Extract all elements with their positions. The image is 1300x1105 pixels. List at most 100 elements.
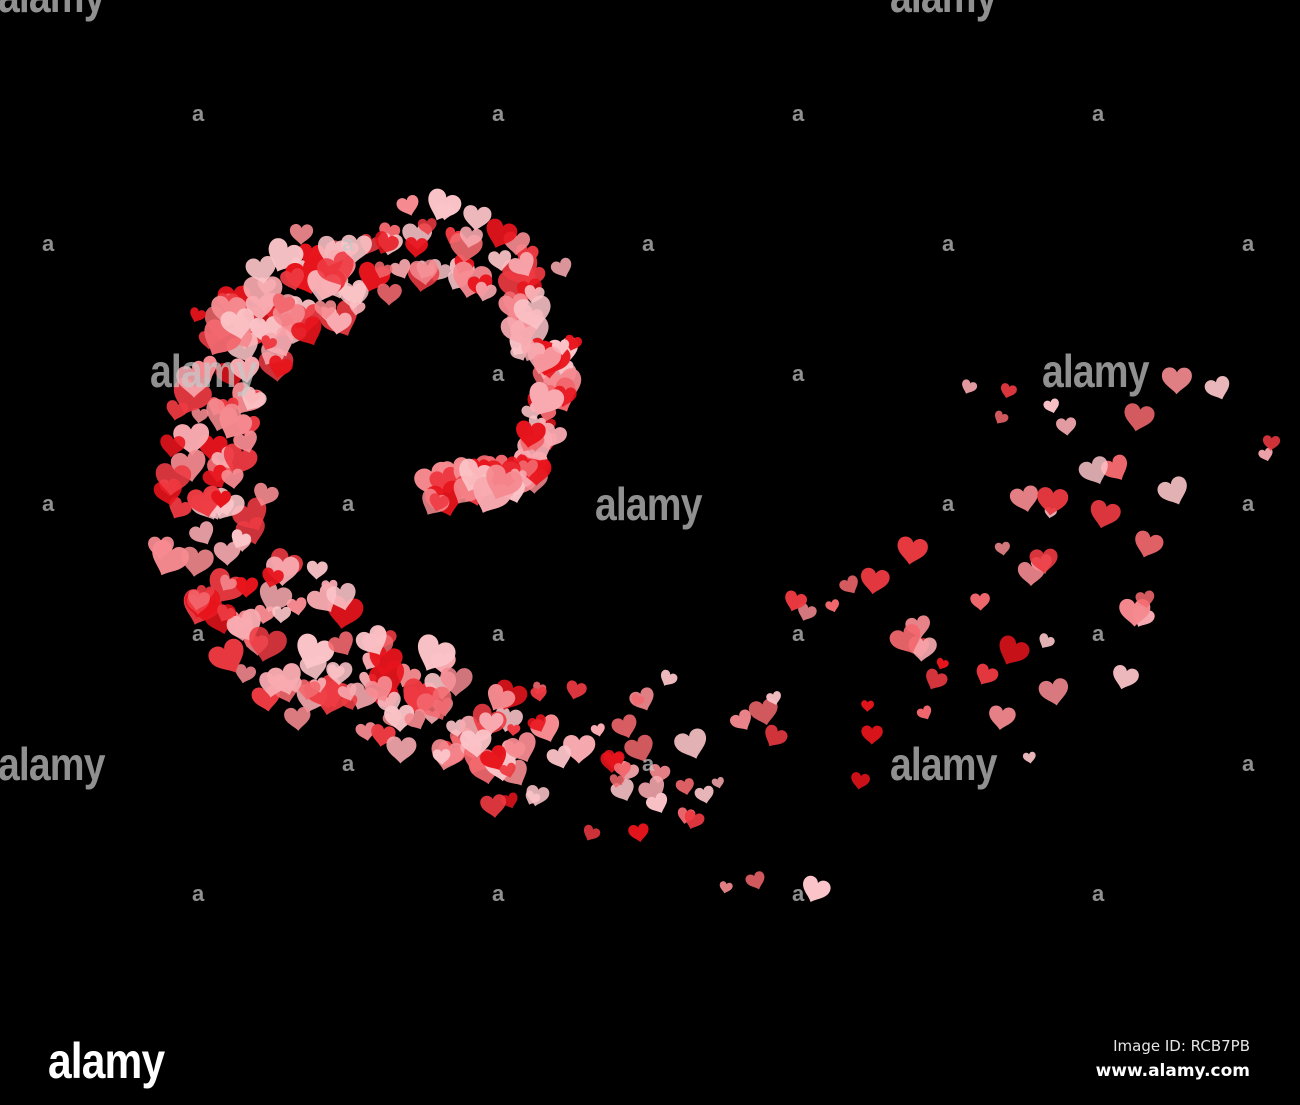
heart-shape <box>609 774 625 788</box>
heart-shape <box>936 657 949 670</box>
heart-shape <box>291 316 322 346</box>
heart-shape <box>962 379 978 394</box>
watermark-text: alamy <box>0 738 105 790</box>
heart-shape <box>389 259 411 279</box>
heart-shape <box>404 708 426 730</box>
heart-shape <box>1078 456 1108 485</box>
heart-shape <box>242 386 267 411</box>
heart-shape <box>328 631 353 656</box>
watermark-text: alamy <box>1042 345 1149 397</box>
heart-shape <box>1037 487 1069 516</box>
heart-shape <box>190 307 206 323</box>
heart-shape <box>711 776 724 789</box>
heart-shape <box>261 335 277 351</box>
heart-shape <box>1022 751 1036 764</box>
heart-shape <box>286 597 307 616</box>
watermark-letter: a <box>342 231 355 256</box>
heart-shape <box>1009 485 1039 512</box>
watermark-letter: a <box>1242 491 1255 516</box>
heart-shape <box>377 283 402 306</box>
heart-shape <box>530 686 547 702</box>
heart-shape <box>1262 435 1281 451</box>
watermark-letter: a <box>42 491 55 516</box>
heart-shape <box>1113 664 1139 690</box>
watermark-letter: a <box>642 231 655 256</box>
heart-shape <box>565 334 583 351</box>
website-link: www.alamy.com <box>1095 1061 1250 1081</box>
heart-shape <box>897 536 928 565</box>
heart-shape <box>614 761 631 778</box>
heart-shape <box>211 490 231 509</box>
heart-shape <box>550 257 572 278</box>
heart-shape <box>748 698 778 726</box>
heart-shape <box>285 677 302 693</box>
heart-shape <box>217 604 236 622</box>
heart-shape <box>675 778 694 796</box>
heart-shape <box>926 668 948 690</box>
heart-shape <box>254 482 279 507</box>
heart-shape <box>546 745 572 769</box>
heart-shape <box>660 669 678 686</box>
heart-shape <box>417 218 437 236</box>
heart-shape <box>694 785 714 804</box>
heart-shape <box>341 694 358 710</box>
heart-shape <box>861 700 874 712</box>
heart-shape <box>160 434 186 458</box>
heart-shape <box>436 203 455 221</box>
heart-shape <box>245 255 276 284</box>
heart-shape <box>745 871 765 890</box>
heart-shape <box>375 231 399 255</box>
heart-shape <box>566 680 587 700</box>
heart-shape <box>249 626 287 662</box>
watermark-letter: a <box>792 621 805 646</box>
heart-shape <box>1157 476 1187 505</box>
heart-shape <box>202 464 227 489</box>
heart-shape <box>1204 376 1230 400</box>
heart-shape <box>297 679 321 701</box>
heart-shape <box>479 712 504 735</box>
heart-shape <box>233 430 257 453</box>
heart-shape <box>480 745 507 771</box>
heart-shape <box>396 195 419 216</box>
heart-swirl <box>148 188 1281 903</box>
watermark-letter: a <box>192 881 205 906</box>
watermark-letter: a <box>942 491 955 516</box>
watermark-letter: a <box>792 881 805 906</box>
heart-shape <box>999 635 1030 665</box>
heart-shape <box>684 810 705 829</box>
watermark-letter: a <box>492 101 505 126</box>
heart-shape <box>280 268 304 291</box>
heart-shape <box>994 410 1009 424</box>
heart-shape <box>405 237 428 258</box>
heart-shape <box>355 722 376 741</box>
heart-shape <box>262 567 284 588</box>
heart-shape <box>1119 598 1151 627</box>
heart-shape <box>317 251 354 287</box>
heart-shape <box>453 478 480 504</box>
heart-shape <box>516 420 546 448</box>
heart-shape <box>994 541 1010 556</box>
heart-shape <box>355 625 387 655</box>
heart-shape <box>208 638 244 673</box>
heart-shape <box>1043 398 1059 414</box>
heart-shape <box>188 589 211 611</box>
heart-shape <box>504 732 536 762</box>
heart-shape <box>306 560 328 580</box>
heart-shape <box>624 734 653 762</box>
watermark-letter: a <box>342 491 355 516</box>
watermark-text: alamy <box>150 345 257 397</box>
heart-shape <box>631 693 645 706</box>
watermark-letter: a <box>492 621 505 646</box>
watermark-letter: a <box>342 751 355 776</box>
heart-shape <box>527 342 562 375</box>
watermark-letter: a <box>1242 751 1255 776</box>
heart-shape <box>611 714 637 739</box>
watermark-letter: a <box>792 101 805 126</box>
heart-shape <box>989 705 1016 731</box>
heart-shape <box>231 529 252 548</box>
heart-shape <box>839 575 858 594</box>
image-id-label: Image ID: RCB7PB <box>1113 1037 1250 1055</box>
watermark-letter: a <box>1092 101 1105 126</box>
heart-shape <box>798 603 817 621</box>
heart-shape <box>1161 367 1192 395</box>
